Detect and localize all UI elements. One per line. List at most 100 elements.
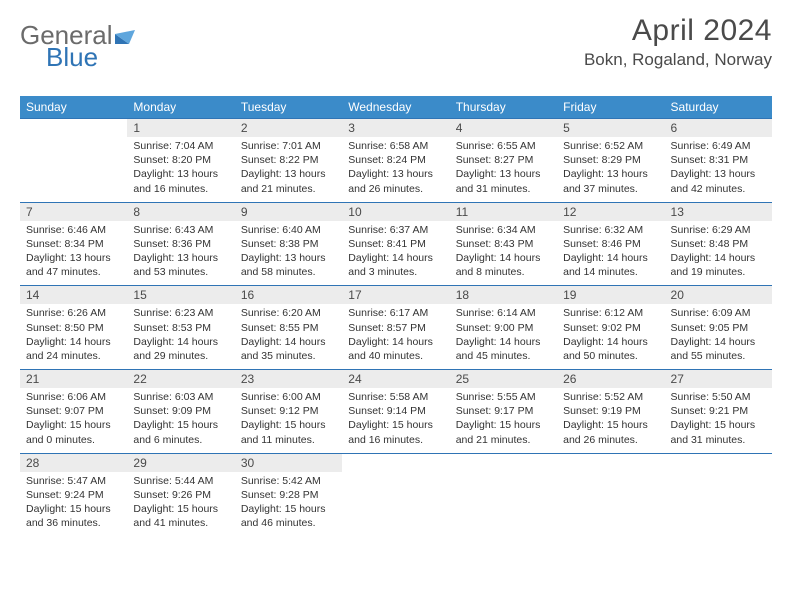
day-detail-cell: Sunrise: 5:58 AMSunset: 9:14 PMDaylight:… — [342, 388, 449, 453]
day-number-cell: 21 — [20, 370, 127, 389]
daylight-text: Daylight: 13 hours and 47 minutes. — [26, 251, 121, 279]
day-detail-cell: Sunrise: 5:47 AMSunset: 9:24 PMDaylight:… — [20, 472, 127, 537]
day-number-cell: 27 — [665, 370, 772, 389]
sunrise-text: Sunrise: 5:58 AM — [348, 390, 443, 404]
daylight-text: Daylight: 15 hours and 26 minutes. — [563, 418, 658, 446]
daynum-row: 282930 — [20, 453, 772, 472]
day-detail-cell: Sunrise: 6:09 AMSunset: 9:05 PMDaylight:… — [665, 304, 772, 369]
day-detail-cell: Sunrise: 6:49 AMSunset: 8:31 PMDaylight:… — [665, 137, 772, 202]
sunset-text: Sunset: 9:00 PM — [456, 321, 551, 335]
detail-row: Sunrise: 6:46 AMSunset: 8:34 PMDaylight:… — [20, 221, 772, 286]
daylight-text: Daylight: 15 hours and 11 minutes. — [241, 418, 336, 446]
sunrise-text: Sunrise: 7:04 AM — [133, 139, 228, 153]
sunrise-text: Sunrise: 5:44 AM — [133, 474, 228, 488]
daylight-text: Daylight: 15 hours and 6 minutes. — [133, 418, 228, 446]
daylight-text: Daylight: 14 hours and 55 minutes. — [671, 335, 766, 363]
daylight-text: Daylight: 14 hours and 19 minutes. — [671, 251, 766, 279]
sunset-text: Sunset: 8:50 PM — [26, 321, 121, 335]
sunset-text: Sunset: 8:24 PM — [348, 153, 443, 167]
daylight-text: Daylight: 13 hours and 21 minutes. — [241, 167, 336, 195]
daylight-text: Daylight: 14 hours and 35 minutes. — [241, 335, 336, 363]
sunrise-text: Sunrise: 6:03 AM — [133, 390, 228, 404]
day-number-cell: 7 — [20, 202, 127, 221]
day-number-cell: 25 — [450, 370, 557, 389]
day-number-cell — [20, 119, 127, 138]
day-detail-cell: Sunrise: 5:55 AMSunset: 9:17 PMDaylight:… — [450, 388, 557, 453]
sunset-text: Sunset: 8:53 PM — [133, 321, 228, 335]
day-number-cell: 29 — [127, 453, 234, 472]
daylight-text: Daylight: 15 hours and 46 minutes. — [241, 502, 336, 530]
sunset-text: Sunset: 9:19 PM — [563, 404, 658, 418]
day-number-cell: 28 — [20, 453, 127, 472]
day-number-cell: 8 — [127, 202, 234, 221]
page-title: April 2024 — [584, 14, 772, 48]
daynum-row: 78910111213 — [20, 202, 772, 221]
day-number-cell — [665, 453, 772, 472]
day-detail-cell: Sunrise: 5:52 AMSunset: 9:19 PMDaylight:… — [557, 388, 664, 453]
sunset-text: Sunset: 8:57 PM — [348, 321, 443, 335]
header: General April 2024 Bokn, Rogaland, Norwa… — [20, 14, 772, 70]
day-number-cell: 15 — [127, 286, 234, 305]
day-number-cell — [557, 453, 664, 472]
sunrise-text: Sunrise: 5:55 AM — [456, 390, 551, 404]
daynum-row: 14151617181920 — [20, 286, 772, 305]
day-detail-cell: Sunrise: 5:44 AMSunset: 9:26 PMDaylight:… — [127, 472, 234, 537]
sunset-text: Sunset: 8:22 PM — [241, 153, 336, 167]
daylight-text: Daylight: 14 hours and 45 minutes. — [456, 335, 551, 363]
day-number-cell: 16 — [235, 286, 342, 305]
day-number-cell: 3 — [342, 119, 449, 138]
sunset-text: Sunset: 8:38 PM — [241, 237, 336, 251]
sunrise-text: Sunrise: 5:50 AM — [671, 390, 766, 404]
sunrise-text: Sunrise: 6:55 AM — [456, 139, 551, 153]
day-detail-cell: Sunrise: 7:04 AMSunset: 8:20 PMDaylight:… — [127, 137, 234, 202]
sunset-text: Sunset: 8:46 PM — [563, 237, 658, 251]
logo-mark-icon — [115, 20, 137, 51]
sunrise-text: Sunrise: 6:26 AM — [26, 306, 121, 320]
day-number-cell: 24 — [342, 370, 449, 389]
daylight-text: Daylight: 13 hours and 37 minutes. — [563, 167, 658, 195]
daylight-text: Daylight: 14 hours and 8 minutes. — [456, 251, 551, 279]
sunrise-text: Sunrise: 6:37 AM — [348, 223, 443, 237]
sunrise-text: Sunrise: 5:47 AM — [26, 474, 121, 488]
sunset-text: Sunset: 9:17 PM — [456, 404, 551, 418]
day-number-cell: 18 — [450, 286, 557, 305]
sunset-text: Sunset: 9:24 PM — [26, 488, 121, 502]
day-detail-cell: Sunrise: 6:37 AMSunset: 8:41 PMDaylight:… — [342, 221, 449, 286]
day-detail-cell: Sunrise: 5:42 AMSunset: 9:28 PMDaylight:… — [235, 472, 342, 537]
daylight-text: Daylight: 14 hours and 14 minutes. — [563, 251, 658, 279]
day-detail-cell: Sunrise: 6:03 AMSunset: 9:09 PMDaylight:… — [127, 388, 234, 453]
sunset-text: Sunset: 8:41 PM — [348, 237, 443, 251]
day-number-cell: 1 — [127, 119, 234, 138]
daylight-text: Daylight: 14 hours and 3 minutes. — [348, 251, 443, 279]
sunset-text: Sunset: 8:20 PM — [133, 153, 228, 167]
day-number-cell: 6 — [665, 119, 772, 138]
sunset-text: Sunset: 9:05 PM — [671, 321, 766, 335]
day-number-cell: 17 — [342, 286, 449, 305]
day-number-cell: 22 — [127, 370, 234, 389]
day-number-cell: 19 — [557, 286, 664, 305]
sunrise-text: Sunrise: 6:46 AM — [26, 223, 121, 237]
day-number-cell: 2 — [235, 119, 342, 138]
day-number-cell: 12 — [557, 202, 664, 221]
daylight-text: Daylight: 15 hours and 36 minutes. — [26, 502, 121, 530]
daynum-row: 21222324252627 — [20, 370, 772, 389]
day-detail-cell — [665, 472, 772, 537]
sunset-text: Sunset: 8:43 PM — [456, 237, 551, 251]
day-number-cell: 5 — [557, 119, 664, 138]
sunset-text: Sunset: 8:55 PM — [241, 321, 336, 335]
day-number-cell: 23 — [235, 370, 342, 389]
day-detail-cell: Sunrise: 6:32 AMSunset: 8:46 PMDaylight:… — [557, 221, 664, 286]
detail-row: Sunrise: 7:04 AMSunset: 8:20 PM Daylight:… — [20, 137, 772, 202]
day-detail-cell — [557, 472, 664, 537]
sunrise-text: Sunrise: 6:17 AM — [348, 306, 443, 320]
day-number-cell — [342, 453, 449, 472]
weekday-header: Monday — [127, 96, 234, 119]
sunset-text: Sunset: 8:34 PM — [26, 237, 121, 251]
daylight-text: Daylight: 15 hours and 41 minutes. — [133, 502, 228, 530]
day-number-cell: 9 — [235, 202, 342, 221]
daylight-text: Daylight: 14 hours and 29 minutes. — [133, 335, 228, 363]
sunset-text: Sunset: 8:27 PM — [456, 153, 551, 167]
day-detail-cell: Sunrise: 6:14 AMSunset: 9:00 PMDaylight:… — [450, 304, 557, 369]
sunset-text: Sunset: 9:02 PM — [563, 321, 658, 335]
weekday-header: Sunday — [20, 96, 127, 119]
